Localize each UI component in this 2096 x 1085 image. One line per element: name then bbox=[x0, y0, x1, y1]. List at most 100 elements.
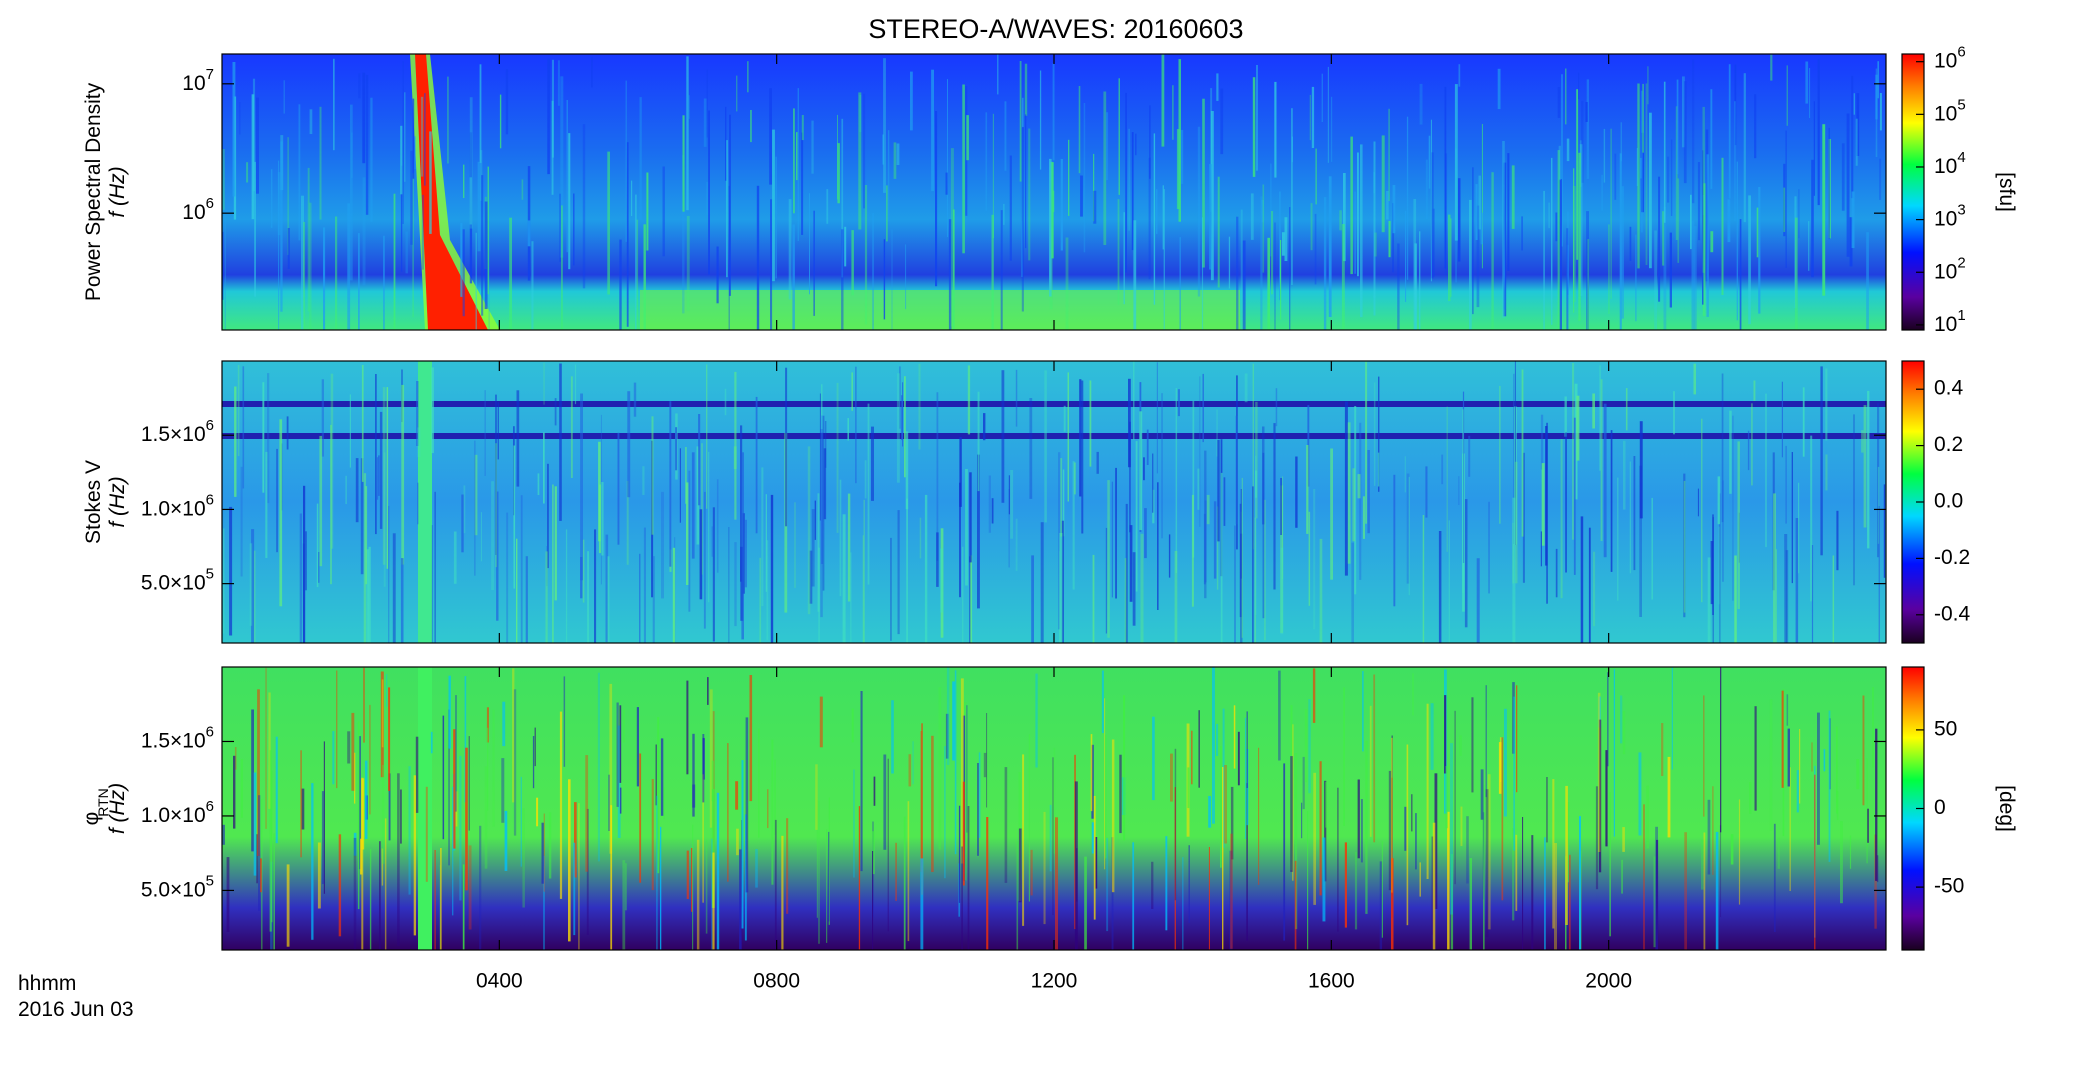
spectrogram-noise bbox=[461, 494, 464, 553]
spectrogram-noise bbox=[991, 498, 994, 524]
spectrogram-noise bbox=[1610, 128, 1612, 299]
spectrogram-noise bbox=[1201, 217, 1204, 330]
spectrogram-noise bbox=[222, 149, 225, 210]
spectrogram-noise bbox=[1822, 124, 1826, 296]
spectrogram-noise bbox=[1061, 520, 1064, 643]
spectrogram-noise bbox=[1199, 376, 1201, 527]
spectrogram-noise bbox=[1516, 685, 1518, 793]
spectrogram-noise bbox=[1813, 101, 1815, 196]
spectrogram-noise bbox=[1128, 128, 1130, 231]
spectrogram-noise bbox=[465, 747, 468, 891]
spectrogram-noise bbox=[357, 721, 360, 910]
spectrogram-noise bbox=[1676, 79, 1679, 175]
spectrogram-noise bbox=[1579, 144, 1583, 296]
spectrogram-noise bbox=[1472, 167, 1474, 315]
colorbar-tick-label: -0.4 bbox=[1934, 602, 1971, 625]
spectrogram-noise bbox=[809, 550, 813, 604]
spectrogram-noise bbox=[1820, 366, 1823, 556]
spectrogram-noise bbox=[492, 709, 495, 827]
spectrogram-noise bbox=[1319, 761, 1322, 896]
spectrogram-noise bbox=[1507, 153, 1510, 271]
spectrogram-noise bbox=[1651, 497, 1653, 600]
spectrogram-noise bbox=[622, 860, 626, 950]
spectrogram-noise bbox=[750, 110, 752, 143]
spectrogram-noise bbox=[1754, 94, 1757, 159]
spectrogram-noise bbox=[321, 379, 324, 457]
spectrogram-noise bbox=[1866, 758, 1868, 864]
spectrogram-noise bbox=[785, 367, 788, 527]
spectrogram-noise bbox=[545, 551, 548, 643]
spectrogram-noise bbox=[1469, 199, 1472, 330]
spectrogram-noise bbox=[301, 195, 304, 330]
spectrogram-noise bbox=[907, 801, 910, 942]
spectrogram-noise bbox=[1280, 240, 1282, 320]
spectrogram-bg bbox=[222, 667, 1886, 950]
spectrogram-noise bbox=[1216, 506, 1219, 590]
spectrogram-noise bbox=[355, 458, 359, 523]
spectrogram-noise bbox=[1028, 128, 1031, 261]
spectrogram-noise bbox=[1357, 152, 1359, 277]
spectrogram-noise bbox=[1213, 501, 1217, 579]
spectrogram-noise bbox=[896, 143, 900, 165]
spectrogram-noise bbox=[1291, 108, 1293, 285]
spectrogram-noise bbox=[858, 92, 862, 230]
spectrogram-noise bbox=[1022, 97, 1024, 127]
spectrogram-noise bbox=[1543, 190, 1545, 330]
spectrogram-noise bbox=[1174, 748, 1177, 901]
spectrogram-noise bbox=[735, 781, 739, 810]
spectrogram-noise bbox=[954, 670, 957, 855]
spectrogram-noise bbox=[931, 69, 934, 192]
spectrogram-noise bbox=[448, 709, 450, 866]
spectrogram-noise bbox=[1009, 155, 1012, 261]
spectrogram-noise bbox=[1240, 533, 1243, 643]
spectrogram-noise bbox=[381, 764, 385, 864]
spectrogram-noise bbox=[774, 759, 776, 835]
spectrogram-noise bbox=[1202, 98, 1205, 268]
spectrogram-noise bbox=[1246, 783, 1248, 941]
spectrogram-noise bbox=[769, 88, 772, 185]
spectrogram-noise bbox=[1551, 157, 1553, 325]
spectrogram-noise bbox=[1104, 698, 1106, 870]
spectrogram-noise bbox=[1425, 466, 1428, 518]
spectrogram-noise bbox=[1601, 174, 1603, 211]
spectrogram-noise bbox=[1448, 520, 1450, 643]
spectrogram-noise bbox=[1304, 709, 1308, 783]
spectrogram-noise bbox=[1586, 211, 1589, 330]
spectrogram-noise bbox=[257, 689, 260, 856]
spectrogram-noise bbox=[816, 799, 818, 918]
spectrogram-noise bbox=[1636, 148, 1639, 187]
spectrogram-noise bbox=[706, 181, 709, 216]
spectrogram-noise bbox=[1462, 409, 1464, 594]
spectrogram-noise bbox=[1330, 448, 1333, 580]
spectrogram-noise bbox=[1476, 205, 1480, 308]
spectrogram-noise bbox=[1072, 461, 1075, 590]
spectrogram-noise bbox=[635, 194, 637, 330]
spectrogram-noise bbox=[1874, 834, 1877, 929]
spectrogram-noise bbox=[1566, 138, 1570, 162]
spectrogram-noise bbox=[902, 382, 904, 447]
spectrogram-noise bbox=[1448, 214, 1451, 302]
spectrogram-noise bbox=[1697, 162, 1701, 241]
spectrogram-noise bbox=[1035, 673, 1038, 768]
spectrogram-noise bbox=[1597, 692, 1601, 852]
spectrogram-noise bbox=[1663, 81, 1666, 223]
spectrogram-noise bbox=[1450, 743, 1453, 915]
spectrogram-noise bbox=[1462, 391, 1465, 563]
spectrogram-noise bbox=[729, 114, 731, 296]
spectrogram-noise bbox=[1052, 757, 1054, 916]
spectrogram-noise bbox=[1294, 860, 1297, 950]
spectrogram-noise bbox=[1863, 405, 1867, 528]
spectrogram-noise bbox=[364, 760, 368, 839]
spectrogram-noise bbox=[516, 538, 518, 643]
spectrogram-noise bbox=[382, 387, 386, 565]
spectrogram-noise bbox=[797, 88, 799, 242]
spectrogram-noise bbox=[977, 391, 980, 492]
spectrogram-noise bbox=[1365, 740, 1368, 914]
spectrogram-noise bbox=[1250, 193, 1254, 240]
spectrogram-noise bbox=[559, 363, 562, 521]
spectrogram-noise bbox=[919, 517, 922, 559]
spectrogram-noise bbox=[1684, 832, 1687, 950]
spectrogram-noise bbox=[931, 735, 934, 872]
spectrogram-noise bbox=[708, 110, 710, 275]
spectrogram-noise bbox=[636, 707, 639, 787]
